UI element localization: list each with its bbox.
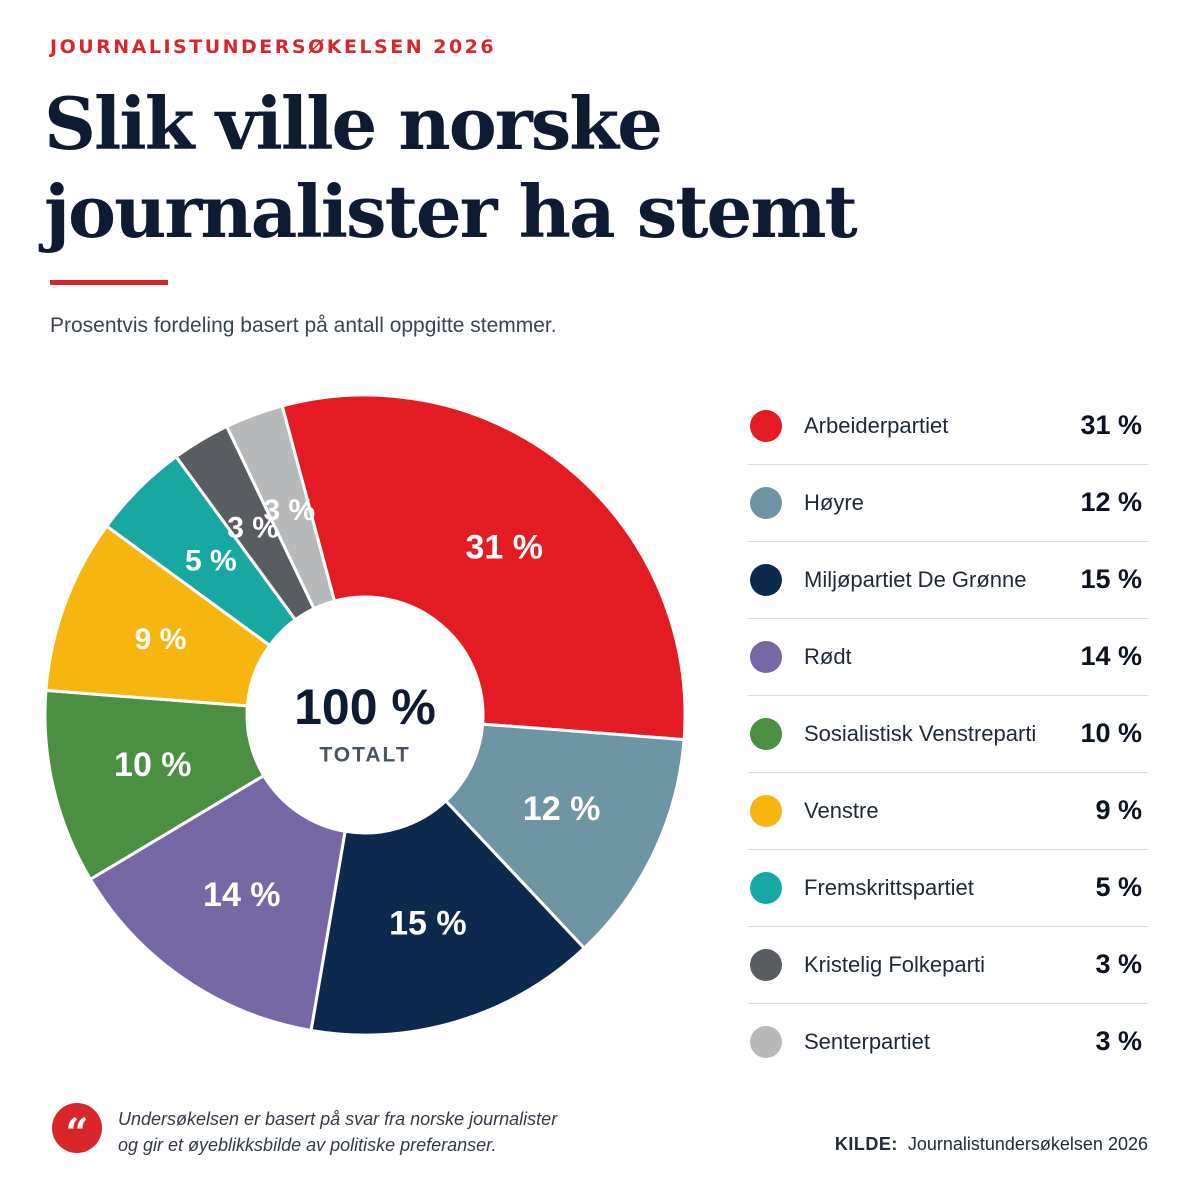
legend-item-fremskrittspartiet: Fremskrittspartiet 5 %	[748, 850, 1148, 927]
legend-value: 31 %	[1080, 410, 1142, 440]
legend-item-miljopartiet-de-gronne: Miljøpartiet De Grønne 15 %	[748, 542, 1148, 619]
legend-value: 12 %	[1080, 487, 1142, 517]
slice-sosialistisk-venstreparti	[43, 688, 266, 882]
legend-value: 3 %	[1095, 949, 1142, 979]
source-label: KILDE:	[834, 1134, 898, 1154]
legend-label: Arbeiderpartiet	[804, 413, 949, 438]
slice-senterpartiet	[224, 404, 337, 611]
chart-legend: Arbeiderpartiet 31 % Høyre 12 % Miljøpartiet…	[748, 388, 1148, 1081]
legend-swatch	[750, 718, 782, 750]
center-total-value: 100 %	[294, 679, 436, 735]
slice-rodt	[88, 773, 347, 1033]
footnote-line-1: Undersøkelsen er basert på svar fra nors…	[118, 1109, 558, 1129]
source-value: Journalistundersøkelsen 2026	[907, 1134, 1148, 1154]
legend-value: 9 %	[1095, 795, 1142, 825]
slice-label-arbeiderpartiet: 31 %	[466, 528, 544, 566]
quote-icon: “	[52, 1103, 102, 1157]
legend-label: Sosialistisk Venstreparti	[804, 721, 1037, 746]
legend-value: 14 %	[1080, 641, 1142, 671]
slice-label-hoyre: 12 %	[523, 790, 601, 828]
legend-item-hoyre: Høyre 12 %	[748, 465, 1148, 542]
legend-swatch	[750, 564, 782, 596]
legend-label: Senterpartiet	[804, 1029, 930, 1054]
slice-label-sosialistisk-venstreparti: 10 %	[114, 746, 192, 784]
legend-swatch	[750, 795, 782, 827]
legend-label: Fremskrittspartiet	[804, 875, 974, 900]
slice-hoyre	[443, 722, 686, 951]
slice-miljopartiet-de-gronne	[309, 798, 587, 1037]
title-accent-rule	[50, 280, 168, 285]
legend-item-senterpartiet: Senterpartiet 3 %	[748, 1004, 1148, 1081]
page-title: Slik ville norske journalister ha stemt	[44, 80, 1044, 256]
legend-swatch	[750, 641, 782, 673]
legend-swatch	[750, 949, 782, 981]
center-total-label: TOTALT	[319, 744, 410, 767]
legend-swatch	[750, 872, 782, 904]
legend-label: Miljøpartiet De Grønne	[804, 567, 1027, 592]
slice-label-rodt: 14 %	[203, 876, 281, 914]
legend-label: Venstre	[804, 798, 879, 823]
slice-label-venstre: 9 %	[135, 623, 187, 656]
subtitle: Prosentvis fordeling basert på antall op…	[50, 314, 557, 337]
legend-item-arbeiderpartiet: Arbeiderpartiet 31 %	[748, 388, 1148, 465]
title-line-2: journalister ha stemt	[44, 169, 858, 254]
legend-value: 3 %	[1095, 1026, 1142, 1056]
donut-chart: 31 %12 %15 %14 %10 %9 %5 %3 %3 %100 %TOT…	[43, 393, 687, 1037]
legend-swatch	[750, 1026, 782, 1058]
legend-label: Kristelig Folkeparti	[804, 952, 985, 977]
slice-label-senterpartiet: 3 %	[264, 494, 316, 527]
legend-item-kristelig-folkeparti: Kristelig Folkeparti 3 %	[748, 927, 1148, 1004]
source-credit: KILDE: Journalistundersøkelsen 2026	[835, 1134, 1148, 1155]
legend-value: 5 %	[1095, 872, 1142, 902]
legend-label: Rødt	[804, 644, 852, 669]
slice-label-fremskrittspartiet: 5 %	[185, 544, 237, 577]
legend-item-venstre: Venstre 9 %	[748, 773, 1148, 850]
kicker: JOURNALISTUNDERSØKELSEN 2026	[50, 36, 497, 58]
legend-swatch	[750, 487, 782, 519]
legend-item-sosialistisk-venstreparti: Sosialistisk Venstreparti 10 %	[748, 696, 1148, 773]
legend-value: 15 %	[1080, 564, 1142, 594]
legend-label: Høyre	[804, 490, 864, 515]
slice-label-miljopartiet-de-gronne: 15 %	[389, 905, 467, 943]
legend-item-rodt: Rødt 14 %	[748, 619, 1148, 696]
title-line-1: Slik ville norske	[44, 81, 663, 166]
legend-swatch	[750, 410, 782, 442]
slice-arbeiderpartiet	[280, 393, 687, 742]
footnote-line-2: og gir et øyeblikksbilde av politiske pr…	[118, 1135, 497, 1155]
footnote: Undersøkelsen er basert på svar fra nors…	[118, 1106, 557, 1158]
legend-value: 10 %	[1080, 718, 1142, 748]
